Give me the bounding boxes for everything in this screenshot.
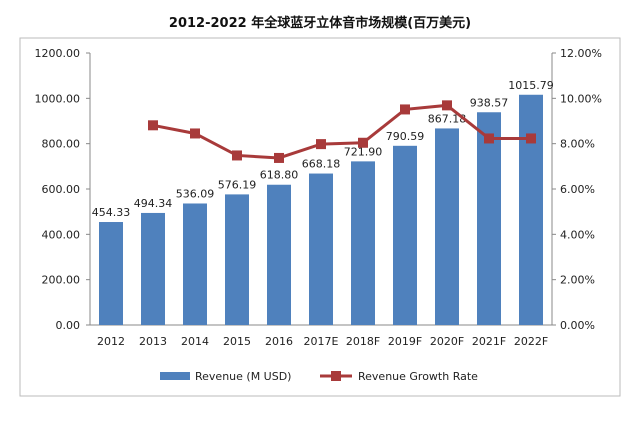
- bar: [141, 212, 165, 325]
- right-tick-label: 2.00%: [560, 274, 595, 287]
- growth-rate-marker: [526, 133, 536, 144]
- bar-data-label: 494.34: [134, 197, 173, 210]
- legend-swatch-growth-marker: [331, 371, 341, 381]
- left-tick-label: 0.00: [56, 319, 81, 332]
- x-tick-label: 2015: [223, 335, 251, 348]
- left-tick-label: 800.00: [42, 138, 81, 151]
- bar-data-label: 576.19: [218, 178, 257, 191]
- bar: [477, 112, 501, 325]
- bar-data-label: 668.18: [302, 158, 341, 171]
- bar-data-label: 536.09: [176, 187, 215, 200]
- growth-rate-marker: [232, 150, 242, 161]
- bar: [519, 94, 543, 325]
- right-tick-label: 8.00%: [560, 138, 595, 151]
- bar: [99, 222, 123, 325]
- x-tick-label: 2014: [181, 335, 209, 348]
- bar-data-label: 454.33: [92, 206, 131, 219]
- bar: [267, 184, 291, 325]
- left-tick-label: 200.00: [42, 274, 81, 287]
- right-tick-label: 12.00%: [560, 47, 602, 60]
- bar: [435, 128, 459, 325]
- growth-rate-marker: [484, 133, 494, 144]
- growth-rate-marker: [190, 128, 200, 139]
- x-tick-label: 2016: [265, 335, 293, 348]
- bar-data-label: 790.59: [386, 130, 425, 143]
- x-tick-label: 2022F: [514, 335, 548, 348]
- growth-rate-marker: [316, 139, 326, 150]
- x-tick-label: 2019F: [388, 335, 422, 348]
- left-tick-label: 600.00: [42, 183, 81, 196]
- growth-rate-line: [152, 103, 531, 160]
- bar: [183, 203, 207, 325]
- right-tick-label: 4.00%: [560, 228, 595, 241]
- x-tick-label: 2017E: [304, 335, 339, 348]
- bar: [309, 173, 333, 325]
- bar-data-label: 938.57: [470, 96, 509, 109]
- chart-border: [19, 37, 621, 397]
- x-tick-label: 2012: [97, 335, 125, 348]
- legend-swatch-revenue: [160, 372, 190, 380]
- chart-title: 2012-2022 年全球蓝牙立体音市场规模(百万美元): [168, 16, 472, 31]
- left-tick-label: 1000.00: [35, 92, 81, 105]
- bar: [351, 161, 375, 325]
- right-tick-label: 6.00%: [560, 183, 595, 196]
- bar: [225, 194, 249, 325]
- growth-rate-marker: [358, 137, 368, 148]
- bar-data-label: 721.90: [344, 145, 383, 158]
- growth-rate-marker: [148, 120, 158, 131]
- x-tick-label: 2013: [139, 335, 167, 348]
- left-tick-label: 1200.00: [35, 47, 81, 60]
- legend-label-growth: Revenue Growth Rate: [358, 370, 478, 383]
- bar-data-label: 618.80: [260, 169, 299, 182]
- right-tick-label: 0.00%: [560, 319, 595, 332]
- bar-data-label: 867.18: [428, 112, 467, 125]
- bar: [393, 145, 417, 325]
- x-tick-label: 2020F: [430, 335, 464, 348]
- x-tick-label: 2021F: [472, 335, 506, 348]
- growth-rate-marker: [442, 100, 452, 111]
- growth-rate-marker: [274, 152, 284, 163]
- bar-data-label: 1015.79: [508, 79, 554, 92]
- x-tick-label: 2018F: [346, 335, 380, 348]
- right-tick-label: 10.00%: [560, 92, 602, 105]
- left-tick-label: 400.00: [42, 228, 81, 241]
- legend-label-revenue: Revenue (M USD): [195, 370, 291, 383]
- growth-rate-marker: [400, 104, 410, 115]
